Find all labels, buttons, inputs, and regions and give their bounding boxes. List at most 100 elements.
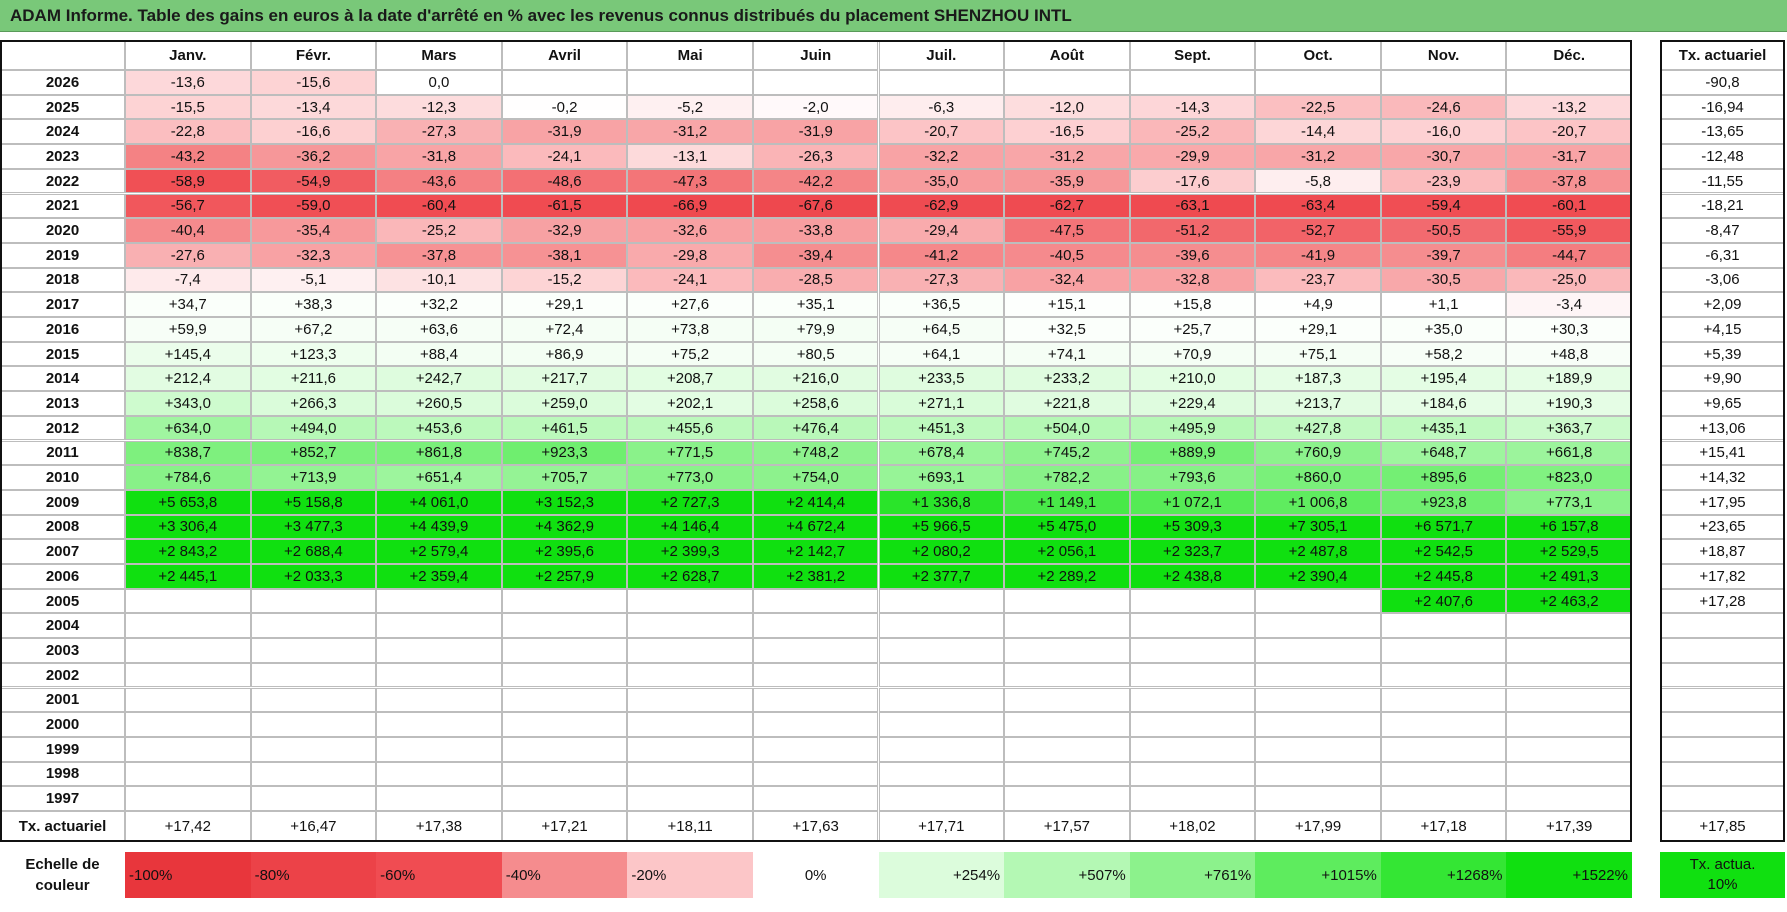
value-cell: +476,4 (752, 415, 879, 441)
value-cell: +5 966,5 (878, 514, 1005, 540)
value-cell (752, 70, 879, 95)
value-cell: +233,5 (878, 366, 1005, 392)
year-label: 2022 (0, 168, 125, 194)
value-cell: +2 688,4 (250, 539, 377, 564)
value-cell (1129, 613, 1256, 639)
value-cell: +793,6 (1129, 465, 1256, 490)
value-cell (125, 786, 251, 811)
value-cell: +79,9 (752, 317, 879, 342)
value-cell (1506, 613, 1632, 639)
value-cell (627, 761, 753, 787)
value-cell: -48,6 (501, 168, 628, 194)
legend-total: Tx. actua. 10% (1660, 852, 1785, 898)
value-cell: -42,2 (752, 168, 879, 194)
value-cell (1506, 712, 1632, 737)
rate-cell: +17,28 (1660, 588, 1785, 614)
value-cell: +184,6 (1380, 391, 1507, 416)
year-label: 2008 (0, 514, 125, 540)
value-cell: +259,0 (501, 391, 628, 416)
column-header: Oct. (1255, 40, 1381, 70)
value-cell (627, 786, 753, 811)
value-cell (627, 687, 753, 713)
year-label: 2016 (0, 317, 125, 342)
value-cell: +1 149,1 (1004, 489, 1130, 515)
value-cell: -12,3 (376, 94, 502, 120)
value-cell (878, 613, 1005, 639)
value-cell: +784,6 (125, 465, 251, 490)
column-header: Juin (752, 40, 879, 70)
value-cell (376, 638, 502, 663)
value-cell: +25,7 (1129, 317, 1256, 342)
value-cell: -27,6 (125, 242, 251, 268)
value-cell: +889,9 (1129, 440, 1256, 466)
value-cell (1004, 613, 1130, 639)
value-cell: +5 309,3 (1129, 514, 1256, 540)
value-cell (376, 687, 502, 713)
value-cell (627, 613, 753, 639)
value-cell (1129, 736, 1256, 762)
value-cell (1004, 761, 1130, 787)
value-cell: +211,6 (250, 366, 377, 392)
value-cell (501, 786, 628, 811)
rate-cell (1660, 638, 1785, 663)
value-cell (1380, 761, 1507, 787)
value-cell: -16,5 (1004, 119, 1130, 145)
value-cell: -50,5 (1380, 218, 1507, 243)
value-cell: +1 006,8 (1255, 489, 1381, 515)
year-label: 2012 (0, 415, 125, 441)
value-cell: +86,9 (501, 341, 628, 367)
value-cell (627, 662, 753, 688)
value-cell: -27,3 (376, 119, 502, 145)
value-cell: -39,6 (1129, 242, 1256, 268)
column-header: Tx. actuariel (1660, 40, 1785, 70)
footer-cell: +17,71 (878, 811, 1005, 842)
value-cell (752, 662, 879, 688)
value-cell (1004, 588, 1130, 614)
value-cell (752, 687, 879, 713)
value-cell (878, 662, 1005, 688)
value-cell (250, 638, 377, 663)
value-cell: -40,5 (1004, 242, 1130, 268)
year-label: 2018 (0, 267, 125, 293)
year-label: 2001 (0, 687, 125, 713)
value-cell: -13,6 (125, 70, 251, 95)
column-header: Févr. (250, 40, 377, 70)
year-label: 2010 (0, 465, 125, 490)
value-cell: -32,9 (501, 218, 628, 243)
value-cell: +48,8 (1506, 341, 1632, 367)
value-cell (250, 712, 377, 737)
value-cell (250, 613, 377, 639)
value-cell: +217,7 (501, 366, 628, 392)
value-cell: +748,2 (752, 440, 879, 466)
value-cell: -12,0 (1004, 94, 1130, 120)
value-cell: -39,4 (752, 242, 879, 268)
value-cell (1255, 662, 1381, 688)
legend-label: Echelle de couleur (25, 856, 100, 894)
value-cell: +2 142,7 (752, 539, 879, 564)
value-cell: -63,1 (1129, 193, 1256, 219)
value-cell (501, 687, 628, 713)
value-cell (1255, 736, 1381, 762)
value-cell: -24,6 (1380, 94, 1507, 120)
value-cell: +221,8 (1004, 391, 1130, 416)
value-cell: +74,1 (1004, 341, 1130, 367)
value-cell: +210,0 (1129, 366, 1256, 392)
value-cell: -32,8 (1129, 267, 1256, 293)
value-cell: -20,7 (1506, 119, 1632, 145)
value-cell: -63,4 (1255, 193, 1381, 219)
value-cell: -43,2 (125, 144, 251, 169)
value-cell (1380, 712, 1507, 737)
value-cell: +1 072,1 (1129, 489, 1256, 515)
footer-cell: +17,18 (1380, 811, 1507, 842)
value-cell: +860,0 (1255, 465, 1381, 490)
rate-cell: -18,21 (1660, 193, 1785, 219)
value-cell: -47,5 (1004, 218, 1130, 243)
column-header: Janv. (125, 40, 251, 70)
value-cell: +2 491,3 (1506, 564, 1632, 589)
value-cell: +2 407,6 (1380, 588, 1507, 614)
value-cell: -59,0 (250, 193, 377, 219)
value-cell: +2 399,3 (627, 539, 753, 564)
legend-swatch: +1268% (1380, 852, 1507, 898)
value-cell: +30,3 (1506, 317, 1632, 342)
